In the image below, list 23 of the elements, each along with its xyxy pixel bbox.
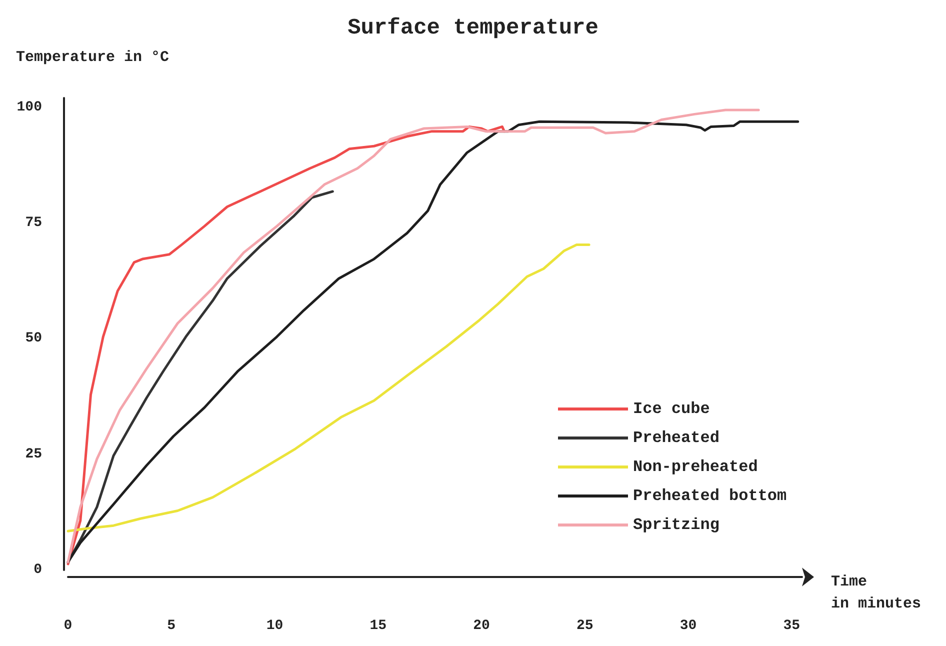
legend-label: Preheated bottom [633, 487, 788, 505]
y-tick-label: 0 [34, 562, 42, 578]
legend-label: Ice cube [633, 400, 710, 418]
y-tick-label: 25 [25, 446, 42, 462]
x-tick-label: 30 [680, 618, 697, 634]
x-axis-title: Time in minutes [831, 574, 922, 612]
line-series [66, 243, 590, 532]
line-series [66, 125, 506, 566]
x-tick-label: 10 [266, 618, 284, 634]
chart-title: Surface temperature [348, 16, 598, 40]
legend-label: Non-preheated [633, 458, 758, 476]
y-axis-title: Temperature in °C [16, 49, 170, 66]
x-tick-label: 0 [64, 618, 72, 634]
x-tick-label: 20 [473, 618, 490, 634]
x-tick-label: 25 [576, 618, 594, 634]
legend-label: Spritzing [633, 516, 720, 534]
y-tick-label: 100 [16, 99, 42, 116]
y-tick-label: 75 [25, 214, 42, 231]
y-tick-label: 50 [25, 330, 42, 347]
x-tick-label: 5 [167, 618, 176, 634]
legend-label: Preheated [633, 429, 720, 447]
x-tick-label: 35 [783, 618, 800, 634]
x-tick-label: 15 [370, 618, 387, 634]
